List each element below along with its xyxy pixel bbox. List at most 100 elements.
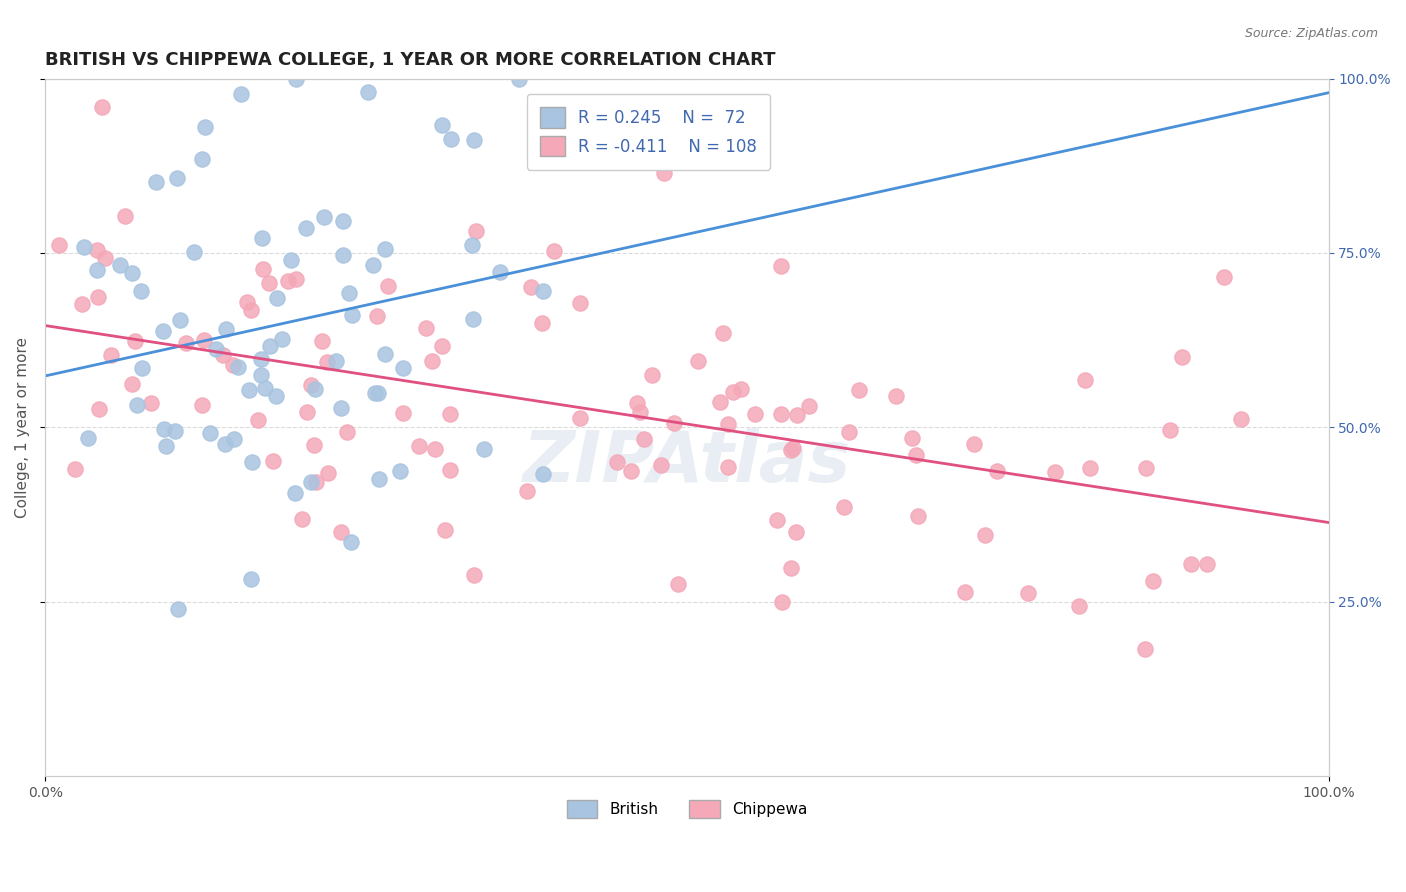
Point	[711, 326, 734, 340]
Point	[543, 244, 565, 258]
Point	[391, 407, 413, 421]
Point	[709, 394, 731, 409]
Point	[620, 464, 643, 478]
Y-axis label: College, 1 year or more: College, 1 year or more	[15, 337, 30, 518]
Point	[285, 71, 308, 86]
Point	[721, 384, 744, 399]
Point	[89, 401, 111, 416]
Point	[367, 386, 389, 401]
Point	[357, 85, 380, 99]
Point	[548, 111, 571, 125]
Point	[671, 120, 693, 135]
Point	[304, 383, 326, 397]
Point	[652, 166, 675, 180]
Point	[388, 464, 411, 478]
Point	[198, 426, 221, 441]
Point	[152, 422, 174, 436]
Point	[190, 398, 212, 412]
Point	[717, 417, 740, 432]
Point	[779, 560, 801, 574]
Point	[439, 463, 461, 477]
Point	[252, 261, 274, 276]
Point	[508, 71, 530, 86]
Point	[249, 368, 271, 382]
Point	[434, 523, 457, 537]
Point	[205, 343, 228, 357]
Point	[284, 272, 307, 286]
Point	[1133, 641, 1156, 656]
Point	[174, 335, 197, 350]
Point	[780, 442, 803, 457]
Point	[837, 425, 859, 439]
Point	[363, 258, 385, 272]
Point	[167, 602, 190, 616]
Point	[408, 439, 430, 453]
Point	[686, 354, 709, 368]
Point	[259, 339, 281, 353]
Point	[152, 324, 174, 338]
Point	[1135, 460, 1157, 475]
Point	[364, 385, 387, 400]
Point	[367, 472, 389, 486]
Point	[770, 259, 793, 273]
Point	[440, 131, 463, 145]
Point	[772, 595, 794, 609]
Point	[662, 416, 685, 430]
Point	[901, 432, 924, 446]
Point	[163, 424, 186, 438]
Point	[904, 448, 927, 462]
Point	[94, 252, 117, 266]
Point	[240, 455, 263, 469]
Point	[291, 511, 314, 525]
Point	[235, 295, 257, 310]
Point	[1017, 586, 1039, 600]
Point	[848, 383, 870, 397]
Point	[1074, 373, 1097, 387]
Point	[769, 407, 792, 421]
Point	[48, 237, 70, 252]
Point	[786, 409, 808, 423]
Point	[86, 243, 108, 257]
Point	[277, 274, 299, 288]
Point	[489, 265, 512, 279]
Point	[86, 263, 108, 277]
Point	[299, 377, 322, 392]
Point	[374, 347, 396, 361]
Point	[342, 308, 364, 322]
Point	[312, 211, 335, 225]
Point	[139, 396, 162, 410]
Point	[744, 408, 766, 422]
Point	[284, 486, 307, 500]
Point	[215, 322, 238, 336]
Point	[299, 475, 322, 490]
Point	[986, 464, 1008, 478]
Text: BRITISH VS CHIPPEWA COLLEGE, 1 YEAR OR MORE CORRELATION CHART: BRITISH VS CHIPPEWA COLLEGE, 1 YEAR OR M…	[45, 51, 776, 69]
Point	[463, 133, 485, 147]
Point	[628, 404, 651, 418]
Point	[100, 348, 122, 362]
Point	[254, 381, 277, 395]
Point	[183, 244, 205, 259]
Point	[1230, 412, 1253, 426]
Point	[782, 441, 804, 455]
Point	[330, 524, 353, 539]
Point	[472, 442, 495, 457]
Point	[766, 513, 789, 527]
Point	[460, 238, 482, 252]
Point	[420, 353, 443, 368]
Point	[884, 389, 907, 403]
Point	[569, 296, 592, 310]
Point	[377, 279, 399, 293]
Point	[121, 266, 143, 280]
Point	[641, 368, 664, 383]
Point	[145, 176, 167, 190]
Point	[834, 500, 856, 515]
Point	[125, 398, 148, 412]
Point	[907, 509, 929, 524]
Point	[568, 411, 591, 425]
Point	[963, 437, 986, 451]
Point	[1142, 574, 1164, 588]
Point	[423, 442, 446, 456]
Point	[295, 405, 318, 419]
Point	[166, 171, 188, 186]
